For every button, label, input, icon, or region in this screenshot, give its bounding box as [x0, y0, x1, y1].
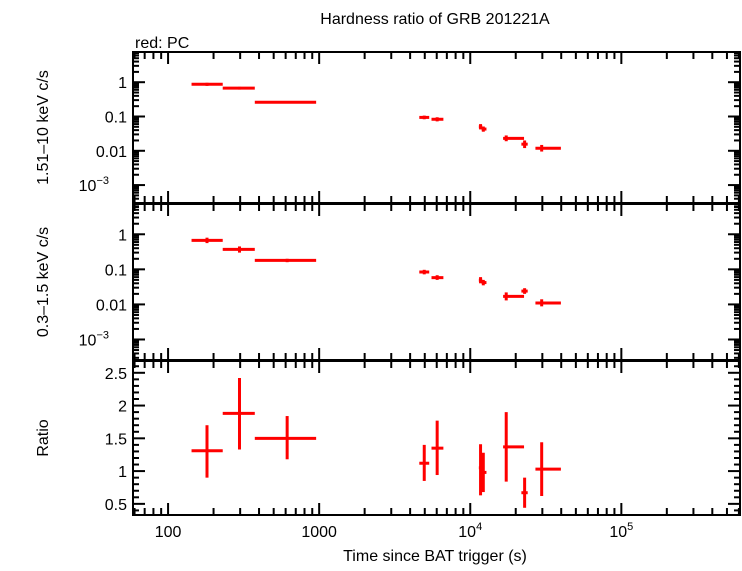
data-point — [481, 452, 487, 493]
data-point — [535, 299, 561, 307]
data-point — [431, 420, 444, 476]
panel-2: 1 0.1 0.01 10−3 0.3–1.5 keV c/s — [35, 203, 741, 361]
y-axis-label: 0.3–1.5 keV c/s — [35, 227, 52, 337]
y-tick-label: 1.5 — [105, 431, 127, 448]
data-point — [254, 100, 317, 104]
x-tick-label: 100 — [155, 524, 182, 541]
chart-title: Hardness ratio of GRB 201221A — [320, 11, 550, 28]
data-point — [521, 288, 528, 294]
data-point — [481, 279, 487, 286]
x-tick-label: 104 — [458, 521, 482, 541]
data-point — [478, 277, 483, 284]
data-point — [431, 275, 444, 280]
y-tick-label: 2.5 — [105, 366, 127, 383]
data-point — [503, 412, 525, 482]
data-point — [191, 425, 223, 478]
data-point — [521, 477, 528, 508]
data-point — [191, 82, 223, 86]
data-point — [254, 258, 317, 263]
y-tick-label: 0.01 — [96, 297, 127, 314]
data-point — [222, 246, 255, 253]
annotation-red-pc: red: PC — [135, 35, 189, 52]
data-point — [481, 126, 487, 132]
plot-frame — [132, 203, 741, 361]
y-tick-label: 0.01 — [96, 144, 127, 161]
y-tick-label: 1 — [118, 227, 127, 244]
y-tick-label: 10−3 — [79, 175, 109, 195]
data-point — [419, 444, 430, 481]
y-tick-label: 10−3 — [79, 329, 109, 349]
data-point — [521, 140, 528, 149]
y-tick-label: 0.1 — [105, 109, 127, 126]
data-point — [222, 378, 255, 450]
y-tick-label: 0.1 — [105, 262, 127, 279]
data-point — [535, 442, 561, 496]
panel-1: 1 0.1 0.01 10−3 1.51–10 keV c/s — [35, 51, 741, 204]
x-tick-label: 105 — [609, 521, 633, 541]
data-point — [535, 144, 561, 152]
data-point — [478, 444, 483, 496]
y-tick-label: 1 — [118, 75, 127, 92]
data-point — [419, 115, 430, 120]
data-point — [191, 237, 223, 244]
x-axis-label: Time since BAT trigger (s) — [343, 548, 527, 565]
data-point — [503, 135, 525, 142]
data-point — [431, 117, 444, 122]
y-axis-label: Ratio — [35, 419, 52, 456]
data-point — [478, 124, 483, 130]
data-point — [419, 269, 430, 275]
y-tick-label: 1 — [118, 464, 127, 481]
data-point — [222, 86, 255, 90]
y-tick-label: 0.5 — [105, 497, 127, 514]
y-axis-label: 1.51–10 keV c/s — [35, 70, 52, 185]
y-tick-label: 2 — [118, 399, 127, 416]
panel-3: 0.5 1 1.5 2 2.5 Ratio 100 1000 104 105 — [35, 360, 741, 541]
plot-frame — [132, 51, 741, 204]
data-point — [503, 292, 525, 301]
x-tick-label: 1000 — [301, 524, 337, 541]
data-point — [254, 416, 317, 460]
